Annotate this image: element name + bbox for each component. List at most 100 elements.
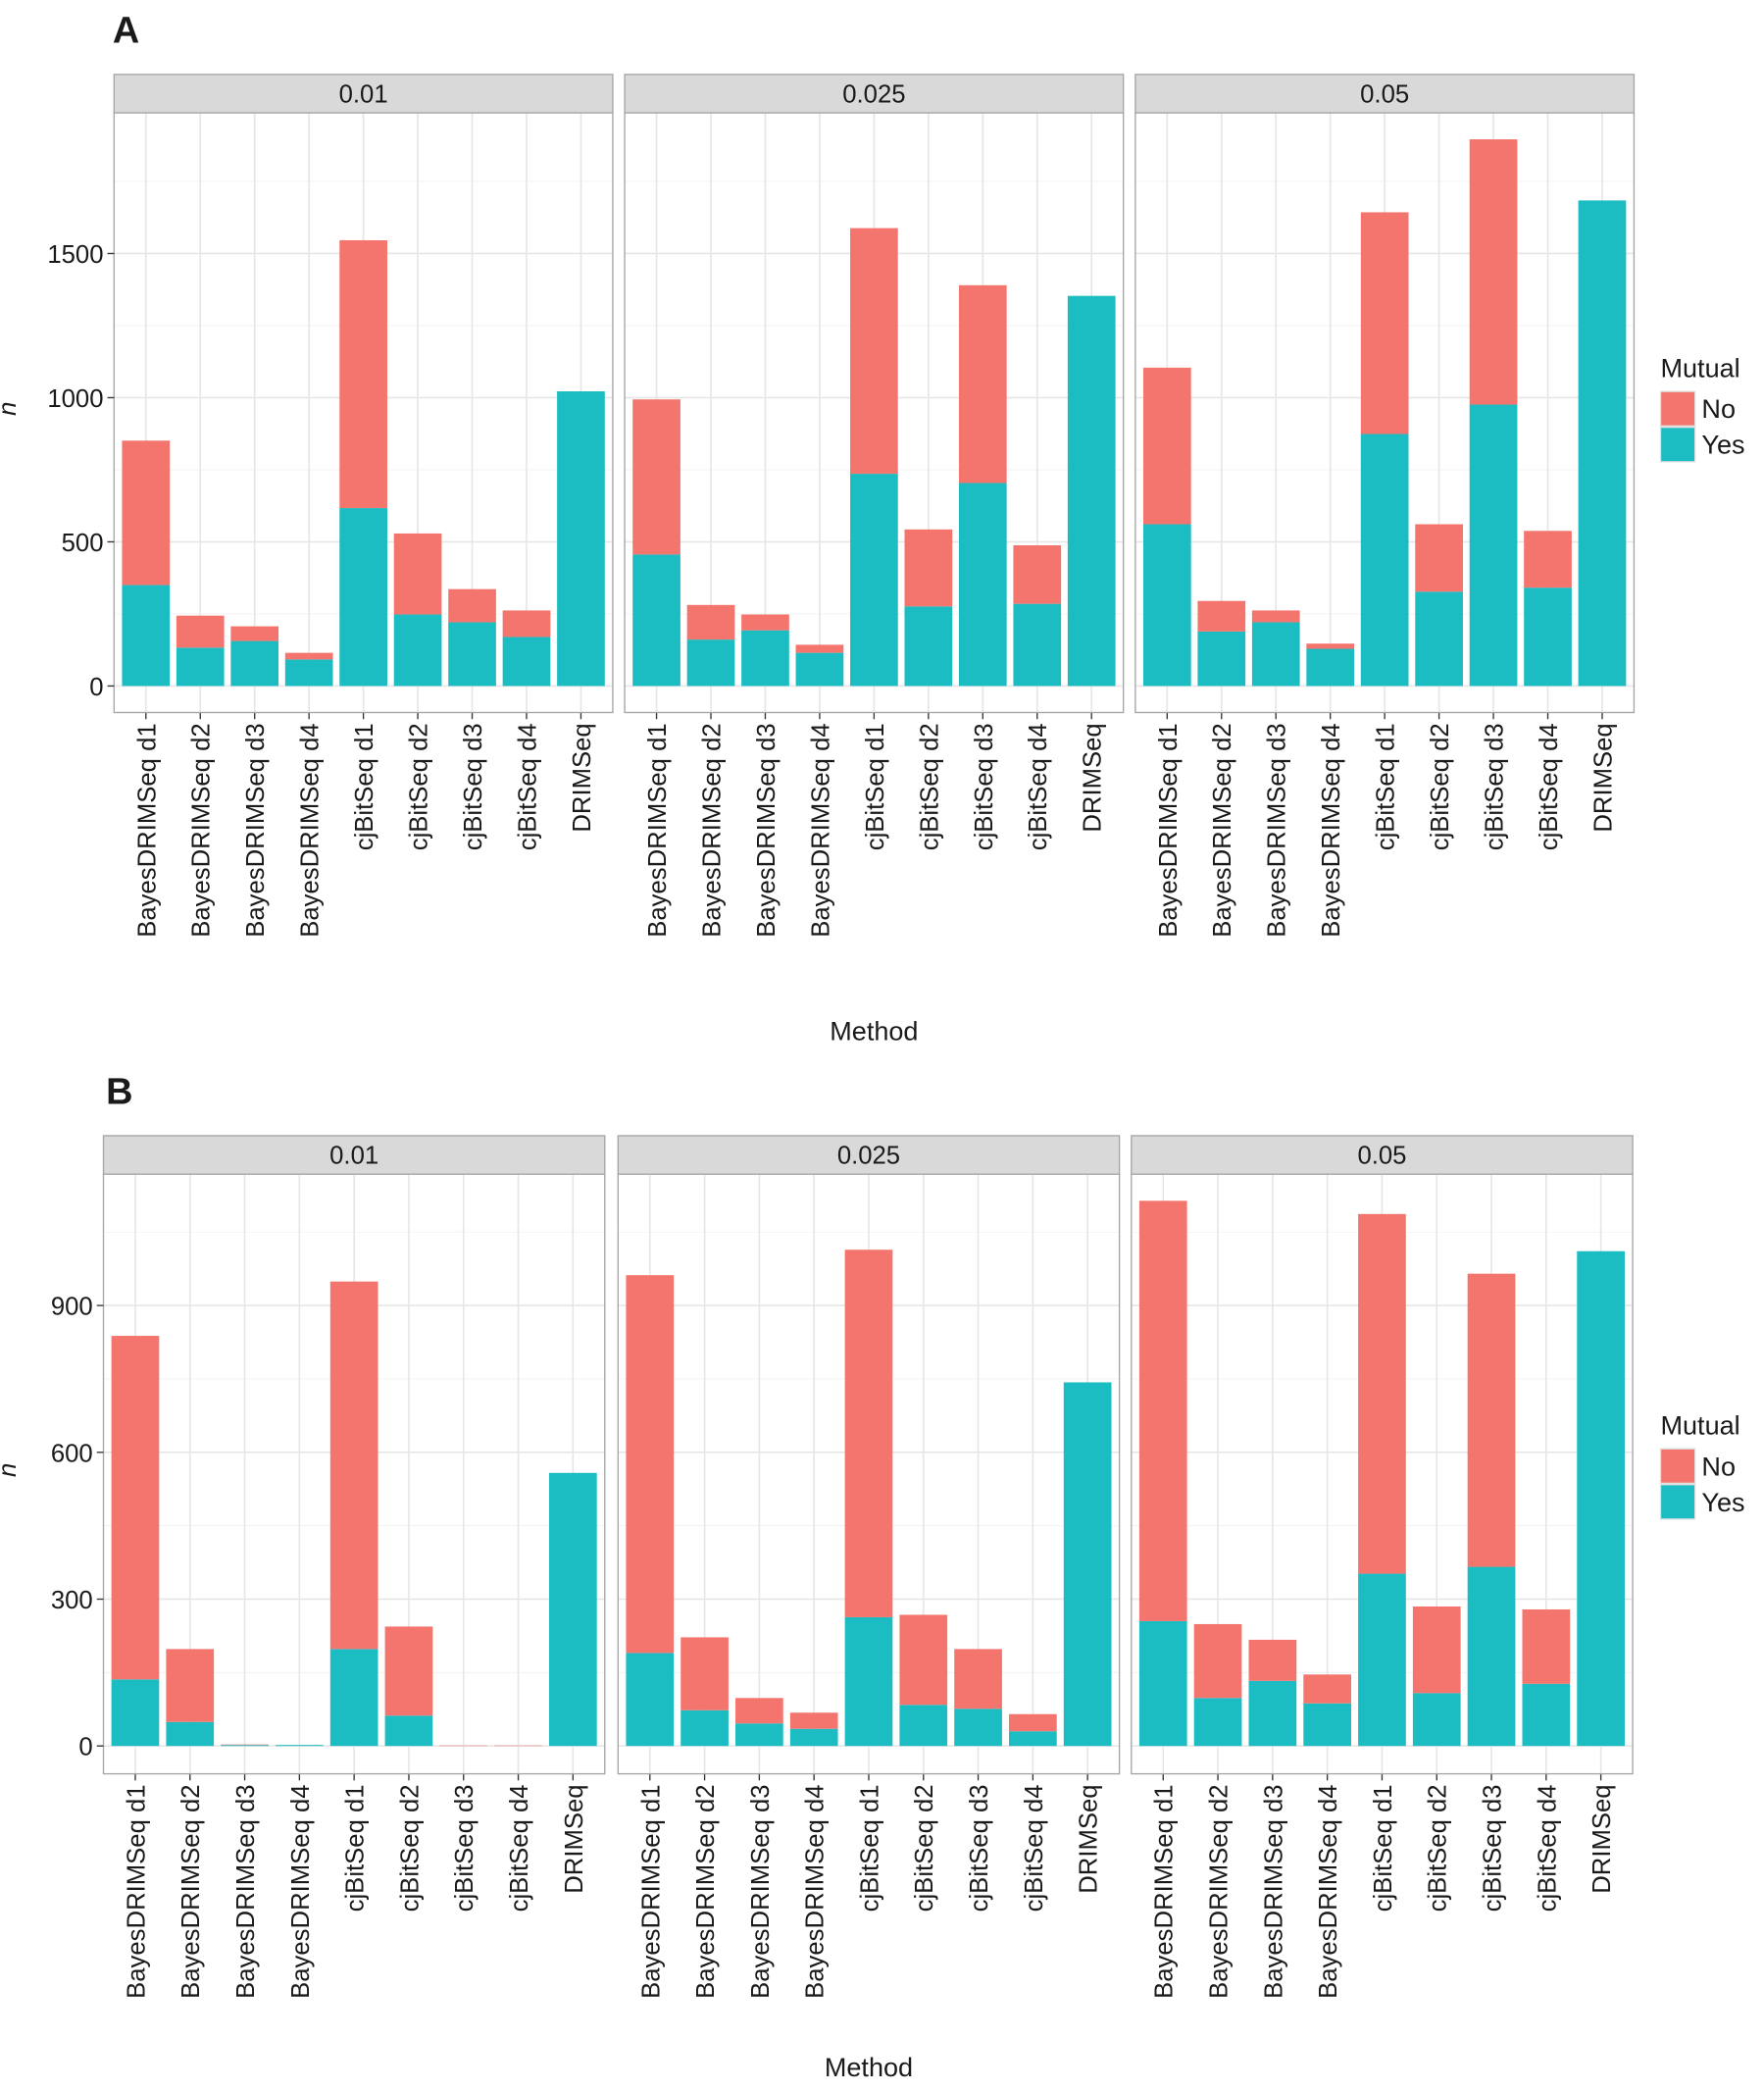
bar-no [844, 1250, 893, 1617]
bar-yes [176, 647, 225, 687]
x-tick-label: BayesDRIMSeq d1 [133, 723, 161, 937]
y-tick-label: 300 [51, 1587, 93, 1614]
x-tick-label: BayesDRIMSeq d1 [637, 1784, 665, 1998]
x-tick-label: cjBitSeq d4 [1025, 723, 1052, 850]
x-tick-label: DRIMSeq [561, 1784, 588, 1893]
x-tick-label: BayesDRIMSeq d3 [747, 1784, 775, 1998]
bar-no [789, 1712, 838, 1729]
panel-A: A 0.01 BayesDRIMSeq d1 BayesDRIMSeq d2 Bayes… [0, 10, 1745, 1046]
x-tick-label: cjBitSeq d1 [856, 1784, 883, 1912]
bar-no [448, 588, 496, 623]
bar-yes [1013, 603, 1062, 687]
y-axis-label: n [0, 1463, 22, 1477]
bar-no [502, 610, 551, 638]
bar-yes [632, 554, 680, 687]
bar-no [632, 399, 680, 555]
bar-yes [1063, 1382, 1112, 1747]
panel-border [1131, 1173, 1634, 1775]
x-tick-label: cjBitSeq d1 [342, 1784, 370, 1912]
legend: Mutual No Yes [1659, 353, 1745, 463]
bar-yes [1303, 1703, 1351, 1747]
bar-yes [122, 585, 171, 687]
bar-yes [1522, 1683, 1571, 1747]
facet-strip [1131, 1135, 1634, 1175]
panel-B: B 0.01 BayesDRIMSeq d1 BayesDRIMSeq d2 Bayes… [0, 1072, 1745, 2082]
x-tick-label: cjBitSeq d1 [862, 723, 889, 850]
x-tick-label: BayesDRIMSeq d3 [242, 723, 270, 937]
bar-no [795, 644, 844, 653]
x-tick-label: BayesDRIMSeq d1 [644, 723, 672, 937]
bar-yes [1358, 1573, 1406, 1747]
bar-yes [548, 1472, 597, 1747]
bar-no [1013, 544, 1062, 604]
bar-no [1009, 1713, 1057, 1732]
legend-swatch-yes [1659, 426, 1696, 463]
x-tick-label: BayesDRIMSeq d2 [188, 723, 216, 937]
x-tick-label: cjBitSeq d3 [971, 723, 998, 850]
x-tick-label: DRIMSeq [1589, 723, 1617, 832]
bar-yes [1360, 434, 1409, 687]
bar-yes [230, 640, 279, 687]
x-tick-label: BayesDRIMSeq d4 [1318, 723, 1345, 937]
bar-yes [1197, 631, 1246, 687]
x-tick-label: BayesDRIMSeq d1 [1155, 723, 1183, 937]
legend-swatch-yes [1659, 1484, 1696, 1520]
legend: Mutual No Yes [1659, 1410, 1745, 1520]
bar-no [111, 1336, 160, 1680]
bar-yes [741, 630, 789, 687]
y-tick-label: 1500 [47, 241, 103, 269]
x-tick-label: BayesDRIMSeq d3 [753, 723, 781, 937]
facet-0.05: 0.05 BayesDRIMSeq d1 BayesDRIMSeq d2 BayesD… [1134, 74, 1636, 938]
x-tick-label: cjBitSeq d4 [514, 723, 541, 850]
bar-no [1197, 600, 1246, 632]
bar-yes [1577, 1250, 1625, 1747]
facet-strip-label: 0.025 [842, 80, 905, 108]
x-tick-label: BayesDRIMSeq d4 [297, 723, 325, 937]
bar-yes [850, 474, 898, 687]
bar-yes [1524, 587, 1572, 687]
facet-strip-label: 0.025 [837, 1142, 900, 1169]
legend-label: No [1701, 394, 1736, 424]
bar-yes [680, 1709, 729, 1747]
x-tick-label: BayesDRIMSeq d1 [123, 1784, 150, 1998]
x-tick-label: BayesDRIMSeq d2 [692, 1784, 720, 1998]
bar-yes [735, 1723, 783, 1747]
bar-yes [686, 639, 735, 687]
x-tick-label: BayesDRIMSeq d4 [287, 1784, 315, 1998]
bar-yes [276, 1745, 324, 1747]
bar-yes [1306, 648, 1355, 687]
bar-yes [1067, 295, 1116, 687]
legend-label: No [1701, 1452, 1736, 1481]
bar-no [1360, 212, 1409, 434]
facet-0.025: 0.025 BayesDRIMSeq d1 BayesDRIMSeq d2 Bayes… [617, 1135, 1121, 1999]
bar-yes [557, 390, 605, 687]
y-tick-label: 0 [78, 1734, 92, 1761]
y-tick-label: 500 [62, 530, 104, 557]
facet-0.01: 0.01 BayesDRIMSeq d1 BayesDRIMSeq d2 BayesD… [113, 74, 614, 938]
bar-no [176, 615, 225, 648]
facet-strip-label: 0.05 [1357, 1142, 1406, 1169]
x-tick-label: cjBitSeq d1 [1370, 1784, 1397, 1912]
facet-strip-label: 0.01 [339, 80, 388, 108]
bar-yes [384, 1715, 433, 1747]
bar-no [284, 652, 333, 660]
facet-strip [113, 74, 614, 114]
bar-yes [502, 637, 551, 687]
bar-yes [1142, 524, 1191, 687]
x-tick-label: BayesDRIMSeq d3 [1260, 1784, 1287, 1998]
bar-yes [954, 1708, 1002, 1747]
x-tick-label: BayesDRIMSeq d3 [232, 1784, 260, 1998]
facet-strip [1134, 74, 1636, 114]
x-tick-label: cjBitSeq d3 [451, 1784, 479, 1912]
panel-border [624, 112, 1125, 714]
x-tick-label: BayesDRIMSeq d4 [802, 1784, 830, 1998]
bar-no [329, 1281, 378, 1650]
bar-yes [1193, 1698, 1242, 1747]
facet-strip [617, 1135, 1121, 1175]
legend-label: Yes [1701, 1488, 1744, 1517]
bar-yes [393, 614, 442, 687]
facet-0.01: 0.01 BayesDRIMSeq d1 BayesDRIMSeq d2 BayesD… [102, 1135, 606, 1999]
facet-strip [102, 1135, 606, 1175]
legend-label: Yes [1701, 431, 1744, 460]
